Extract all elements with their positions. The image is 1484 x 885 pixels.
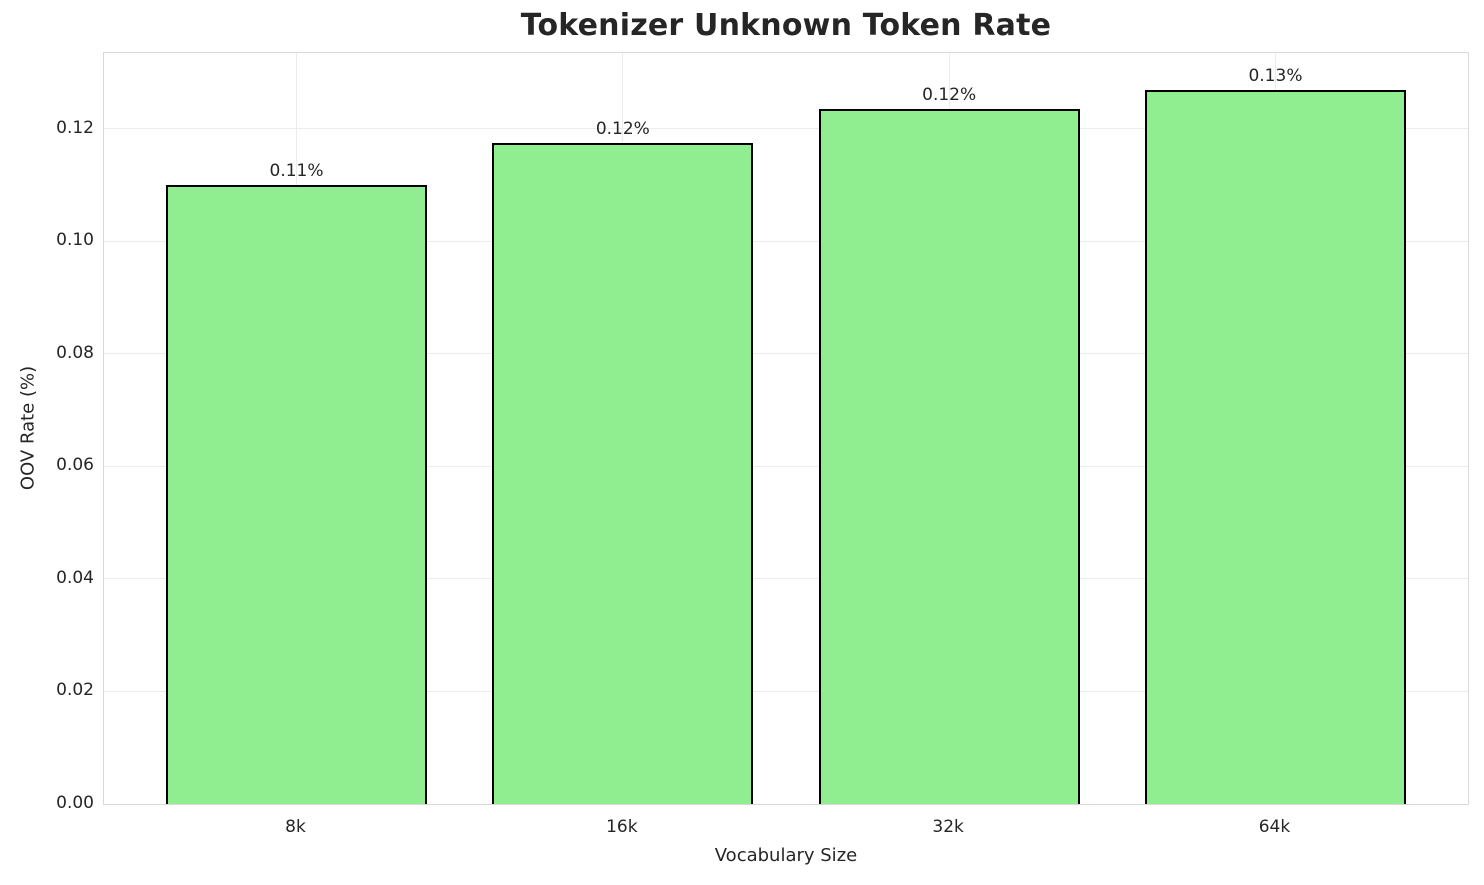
bar-64k	[1144, 89, 1406, 804]
gridline-horizontal	[104, 353, 1468, 355]
bar-value-label: 0.13%	[1248, 65, 1303, 86]
gridline-horizontal	[104, 240, 1468, 242]
x-tick-label: 8k	[285, 817, 306, 837]
chart-title: Tokenizer Unknown Token Rate	[520, 8, 1052, 43]
bar-value-label: 0.12%	[595, 119, 650, 140]
gridline-horizontal	[104, 578, 1468, 580]
bar-8k	[166, 185, 428, 804]
gridline-horizontal	[104, 690, 1468, 692]
bar-value-label: 0.11%	[269, 161, 324, 182]
gridline-horizontal	[104, 465, 1468, 467]
bar-32k	[818, 109, 1080, 804]
y-tick-label: 0.02	[56, 680, 94, 701]
x-axis-label: Vocabulary Size	[714, 845, 858, 866]
gridline-horizontal	[104, 128, 1468, 130]
y-tick-label: 0.00	[56, 793, 94, 813]
y-tick-label: 0.12	[56, 117, 94, 138]
bar-16k	[492, 143, 754, 804]
x-tick-label: 64k	[1258, 817, 1291, 837]
y-tick-label: 0.08	[56, 342, 94, 363]
y-tick-label: 0.04	[56, 567, 94, 588]
x-tick-label: 32k	[932, 817, 964, 837]
x-tick-label: 16k	[606, 817, 638, 837]
y-tick-label: 0.06	[56, 455, 94, 476]
y-tick-label: 0.10	[56, 230, 94, 251]
bar-value-label: 0.12%	[922, 85, 977, 106]
plot-area: 0.11% 0.12% 0.12% 0.13%	[103, 52, 1469, 805]
